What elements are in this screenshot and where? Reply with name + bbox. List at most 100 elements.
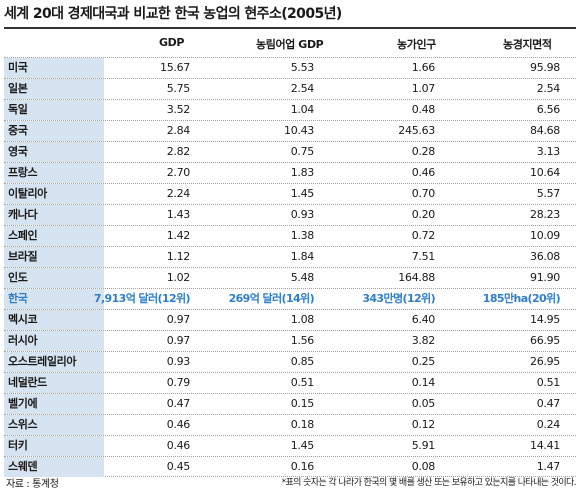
farmland-cell: 36.08 <box>530 250 560 263</box>
agri-gdp-cell: 269억 달러(14위) <box>228 292 315 305</box>
country-cell: 이탈리아 <box>4 184 104 204</box>
farmland-cell: 6.56 <box>536 103 561 116</box>
agri-gdp-cell: 0.93 <box>290 208 315 221</box>
farm-population-cell: 245.63 <box>398 124 435 137</box>
table-row: 중국 2.84 10.43 245.63 84.68 <box>4 120 576 141</box>
farmland-cell: 185만ha(20위) <box>482 292 561 305</box>
country-cell: 멕시코 <box>4 310 104 330</box>
gdp-cell: 0.93 <box>166 355 191 368</box>
agri-gdp-cell: 1.04 <box>290 103 315 116</box>
country-cell: 오스트레일리아 <box>4 352 104 372</box>
table-row: 터키 0.46 1.45 5.91 14.41 <box>4 435 576 456</box>
page-title: 세계 20대 경제대국과 비교한 한국 농업의 현주소(2005년) <box>4 6 342 22</box>
farmland-cell: 91.90 <box>530 271 560 284</box>
table-row: 오스트레일리아 0.93 0.85 0.25 26.95 <box>4 351 576 372</box>
table-row: 스위스 0.46 0.18 0.12 0.24 <box>4 414 576 435</box>
farmland-cell: 14.41 <box>530 439 560 452</box>
table-row: 벨기에 0.47 0.15 0.05 0.47 <box>4 393 576 414</box>
farmland-cell: 28.23 <box>530 208 560 221</box>
farm-population-cell: 0.08 <box>411 460 436 473</box>
farm-population-cell: 0.70 <box>411 187 436 200</box>
farm-population-cell: 0.28 <box>411 145 436 158</box>
farmland-cell: 0.47 <box>536 397 561 410</box>
farm-population-cell: 0.48 <box>411 103 436 116</box>
table-row: 브라질 1.12 1.84 7.51 36.08 <box>4 246 576 267</box>
agri-gdp-cell: 1.08 <box>290 313 315 326</box>
table-row: 미국 15.67 5.53 1.66 95.98 <box>4 57 576 78</box>
agri-gdp-cell: 0.18 <box>290 418 315 431</box>
gdp-cell: 7,913억 달러(12위) <box>93 292 191 305</box>
data-table: 미국 15.67 5.53 1.66 95.98 일본 5.75 2.54 1.07 2.54 독일… <box>4 57 576 477</box>
table-row: 스웨덴 0.45 0.16 0.08 1.47 <box>4 456 576 477</box>
country-cell: 영국 <box>4 142 104 162</box>
title-divider <box>4 27 576 29</box>
gdp-cell: 2.70 <box>166 166 191 179</box>
farm-population-cell: 0.12 <box>411 418 436 431</box>
table-row: 멕시코 0.97 1.08 6.40 14.95 <box>4 309 576 330</box>
gdp-cell: 2.24 <box>166 187 191 200</box>
table-row: 스페인 1.42 1.38 0.72 10.09 <box>4 225 576 246</box>
country-cell: 러시아 <box>4 331 104 351</box>
table-row: 인도 1.02 5.48 164.88 91.90 <box>4 267 576 288</box>
gdp-cell: 2.82 <box>166 145 191 158</box>
country-cell: 스페인 <box>4 226 104 246</box>
gdp-cell: 3.52 <box>166 103 191 116</box>
farmland-cell: 0.24 <box>536 418 561 431</box>
country-cell: 프랑스 <box>4 163 104 183</box>
gdp-cell: 15.67 <box>160 61 190 74</box>
agri-gdp-cell: 10.43 <box>284 124 314 137</box>
agri-gdp-cell: 0.16 <box>290 460 315 473</box>
gdp-cell: 0.46 <box>166 439 191 452</box>
farmland-cell: 66.95 <box>530 334 560 347</box>
farmland-cell: 5.57 <box>536 187 561 200</box>
farmland-cell: 14.95 <box>530 313 560 326</box>
gdp-cell: 0.47 <box>166 397 191 410</box>
agri-gdp-cell: 1.56 <box>290 334 315 347</box>
table-row: 영국 2.82 0.75 0.28 3.13 <box>4 141 576 162</box>
table-row: 네덜란드 0.79 0.51 0.14 0.51 <box>4 372 576 393</box>
gdp-cell: 1.12 <box>166 250 191 263</box>
gdp-cell: 0.46 <box>166 418 191 431</box>
gdp-cell: 0.97 <box>166 313 191 326</box>
table-row: 독일 3.52 1.04 0.48 6.56 <box>4 99 576 120</box>
farmland-cell: 10.09 <box>530 229 560 242</box>
farmland-cell: 1.47 <box>536 460 561 473</box>
country-cell: 독일 <box>4 100 104 120</box>
farm-population-cell: 0.72 <box>411 229 436 242</box>
farmland-cell: 0.51 <box>536 376 561 389</box>
header-farm-population: 농가인구 <box>397 38 436 51</box>
farm-population-cell: 343만명(12위) <box>362 292 435 305</box>
farm-population-cell: 7.51 <box>411 250 436 263</box>
gdp-cell: 0.79 <box>166 376 191 389</box>
country-cell: 브라질 <box>4 247 104 267</box>
farmland-cell: 2.54 <box>536 82 561 95</box>
agri-gdp-cell: 1.45 <box>290 187 315 200</box>
farm-population-cell: 1.07 <box>411 82 436 95</box>
gdp-cell: 1.02 <box>166 271 191 284</box>
agri-gdp-cell: 5.48 <box>290 271 315 284</box>
country-cell: 중국 <box>4 121 104 141</box>
agri-gdp-cell: 1.38 <box>290 229 315 242</box>
table-row: 러시아 0.97 1.56 3.82 66.95 <box>4 330 576 351</box>
agri-gdp-cell: 1.45 <box>290 439 315 452</box>
footnote: *표의 숫자는 각 나라가 한국의 몇 배를 생산 또는 보유하고 있는지를 나… <box>281 478 577 488</box>
header-agri-gdp: 농림어업 GDP <box>256 38 324 51</box>
country-cell: 터키 <box>4 436 104 456</box>
source-note: 자료 : 통계청 <box>6 479 59 490</box>
farmland-cell: 84.68 <box>530 124 560 137</box>
country-cell: 스위스 <box>4 415 104 435</box>
agri-gdp-cell: 0.15 <box>290 397 315 410</box>
gdp-cell: 0.97 <box>166 334 191 347</box>
country-cell: 인도 <box>4 268 104 288</box>
table-row: 한국 7,913억 달러(12위) 269억 달러(14위) 343만명(12위) 18… <box>4 288 576 309</box>
agri-gdp-cell: 0.51 <box>290 376 315 389</box>
header-farmland-area: 농경지면적 <box>503 38 552 51</box>
table-header: GDP 농림어업 GDP 농가인구 농경지면적 <box>4 36 576 56</box>
farm-population-cell: 0.14 <box>411 376 436 389</box>
country-cell: 스웨덴 <box>4 457 104 477</box>
farm-population-cell: 6.40 <box>411 313 436 326</box>
gdp-cell: 1.42 <box>166 229 191 242</box>
table-row: 캐나다 1.43 0.93 0.20 28.23 <box>4 204 576 225</box>
country-cell: 일본 <box>4 79 104 99</box>
agri-gdp-cell: 1.83 <box>290 166 315 179</box>
